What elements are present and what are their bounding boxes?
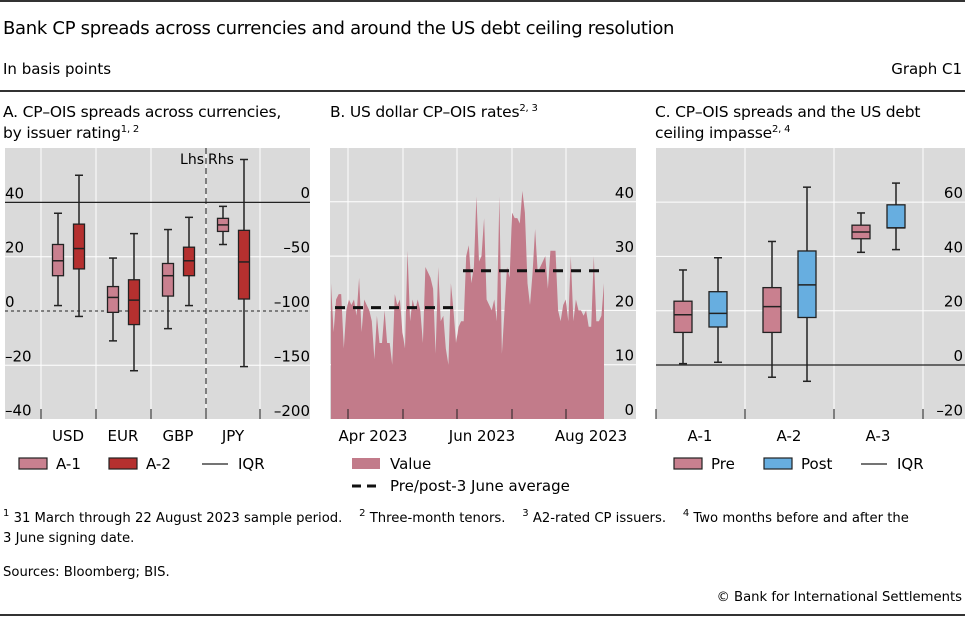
panel-c-category-label: A-2 xyxy=(777,427,802,445)
panel-c-title-line1: C. CP–OIS spreads and the US debt xyxy=(655,103,921,121)
panel-a-lhs-tick-label: –40 xyxy=(5,402,32,420)
panel-a-legend-a2-swatch xyxy=(108,457,138,470)
panel-a-a-1-gbp-box xyxy=(161,262,175,297)
panel-c-title-text: ceiling impasse xyxy=(655,124,772,142)
panel-b-value-area xyxy=(331,190,604,419)
panel-a-a-2-jpy-box xyxy=(237,229,251,300)
panel-c-chart: 60 40 20 0 –20 A-1 A-2 A-3 Pre Post IQR xyxy=(655,148,965,473)
panel-c-y-tick-label: 0 xyxy=(953,347,963,365)
copyright: © Bank for International Settlements xyxy=(716,590,962,605)
panel-a-legend-a1-label: A-1 xyxy=(56,455,81,473)
panel-c-post-a-3-box xyxy=(886,204,906,229)
panel-a-rhs-tick-label: –50 xyxy=(283,239,310,257)
panel-a-plot-bg xyxy=(5,148,310,419)
footnote-4-num: 4 xyxy=(682,508,690,519)
footnote-3-num: 3 xyxy=(522,508,529,519)
panel-c-footnote-ref: 2, 4 xyxy=(772,124,791,135)
panel-a-lhs-tick-label: –20 xyxy=(5,347,32,365)
panel-c-y-tick-label: 40 xyxy=(944,238,963,256)
panel-c-pre-a-2-box xyxy=(762,286,782,334)
panel-a-category-label: JPY xyxy=(221,427,245,445)
panel-a-chart: 40 20 0 –20 –40 0 –50 –100 –150 –200 Lhs Rhs USD EUR G… xyxy=(5,148,310,473)
panel-a-a-1-eur-box xyxy=(106,285,120,314)
panel-a-legend-a1-swatch xyxy=(18,457,48,470)
panel-c-post-a-1-box xyxy=(708,291,728,328)
panel-b-x-tick-label: Aug 2023 xyxy=(555,427,627,445)
panel-a-rhs-tick-label: –150 xyxy=(274,348,310,366)
panel-a-rhs-tick-label: –200 xyxy=(274,402,310,420)
panel-b-y-tick-label: 10 xyxy=(615,347,634,365)
panel-b-title-text: B. US dollar CP–OIS rates xyxy=(330,103,520,121)
panel-b-y-tick-label: 30 xyxy=(615,238,634,256)
panel-a-category-label: GBP xyxy=(163,427,194,445)
panel-a-category-label: EUR xyxy=(108,427,139,445)
panel-c-y-tick-label: 20 xyxy=(944,293,963,311)
footnote-1-num: 1 xyxy=(3,508,10,519)
top-rule xyxy=(0,0,965,2)
panel-c-legend-post-swatch xyxy=(763,457,793,470)
chart-title: Bank CP spreads across currencies and ar… xyxy=(3,18,675,39)
panel-c-legend-post-label: Post xyxy=(801,455,833,473)
panel-b-legend-average-label: Pre/post-3 June average xyxy=(390,477,570,495)
panel-c-legend-pre-label: Pre xyxy=(711,455,735,473)
panel-c-category-label: A-3 xyxy=(866,427,891,445)
panel-a-legend-a2-label: A-2 xyxy=(146,455,171,473)
graph-number: Graph C1 xyxy=(891,60,962,78)
chart-subtitle: In basis points xyxy=(3,60,112,78)
footnotes-line1: 1 31 March through 22 August 2023 sample… xyxy=(3,508,909,527)
panel-b-y-tick-label: 40 xyxy=(615,184,634,202)
panel-a-rhs-label: Rhs xyxy=(208,152,234,168)
panel-c-legend-iqr-label: IQR xyxy=(897,455,924,473)
panel-c-title-line2: ceiling impasse2, 4 xyxy=(655,123,920,144)
panel-c-y-tick-label: 60 xyxy=(944,184,963,202)
footnotes-line2: 3 June signing date. xyxy=(3,531,135,546)
panel-a-footnote-ref: 1, 2 xyxy=(120,124,140,135)
panel-c-pre-a-1-box xyxy=(673,300,693,334)
footnote-1-text: 31 March through 22 August 2023 sample p… xyxy=(13,511,343,526)
panel-b-title-line1: B. US dollar CP–OIS rates2, 3 xyxy=(330,102,538,123)
panel-b-legend-value-swatch xyxy=(352,458,380,469)
footnote-3-text: A2-rated CP issuers. xyxy=(532,511,667,526)
footnote-2-text: Three-month tenors. xyxy=(369,511,506,526)
panel-a-lhs-label: Lhs xyxy=(180,152,204,168)
panel-a-title-line2: by issuer rating1, 2 xyxy=(3,123,281,144)
panel-a-rhs-tick-label: 0 xyxy=(300,184,310,202)
panel-b-x-tick-label: Apr 2023 xyxy=(339,427,408,445)
panel-a-lhs-tick-label: 0 xyxy=(5,293,15,311)
panel-a-a-2-eur-box xyxy=(127,279,141,326)
panel-b-x-tick-label: Jun 2023 xyxy=(448,427,515,445)
bottom-rule xyxy=(0,614,965,616)
panel-b-y-tick-label: 0 xyxy=(624,401,634,419)
panel-c-legend-pre-swatch xyxy=(673,457,703,470)
panel-a-lhs-tick-label: 20 xyxy=(5,239,24,257)
sources: Sources: Bloomberg; BIS. xyxy=(3,565,170,580)
header-rule xyxy=(0,90,965,92)
panel-c-title: C. CP–OIS spreads and the US debt ceilin… xyxy=(655,102,920,144)
panel-b-title: B. US dollar CP–OIS rates2, 3 xyxy=(330,102,538,123)
panel-a-a-2-usd-box xyxy=(72,223,86,270)
panel-a-legend-iqr-label: IQR xyxy=(238,455,265,473)
panel-a-title: A. CP–OIS spreads across currencies, by … xyxy=(3,102,281,144)
footnote-2-num: 2 xyxy=(359,508,366,519)
panel-c-category-label: A-1 xyxy=(688,427,713,445)
panel-b-footnote-ref: 2, 3 xyxy=(519,103,538,114)
panel-b-chart: 0 10 20 30 40 Apr 2023 Jun 2023 Aug 2023 Value Pr… xyxy=(330,148,636,495)
panel-c-y-tick-label: –20 xyxy=(936,401,963,419)
panel-a-category-label: USD xyxy=(52,427,84,445)
panel-b-legend-value-label: Value xyxy=(390,455,431,473)
panel-a-title-line1: A. CP–OIS spreads across currencies, xyxy=(3,103,282,121)
footnote-4-text: Two months before and after the xyxy=(693,511,909,526)
panel-a-rhs-tick-label: –100 xyxy=(274,293,310,311)
panel-a-lhs-tick-label: 40 xyxy=(5,184,24,202)
panel-a-title-text: by issuer rating xyxy=(3,124,121,142)
panel-b-y-tick-label: 20 xyxy=(615,292,634,310)
